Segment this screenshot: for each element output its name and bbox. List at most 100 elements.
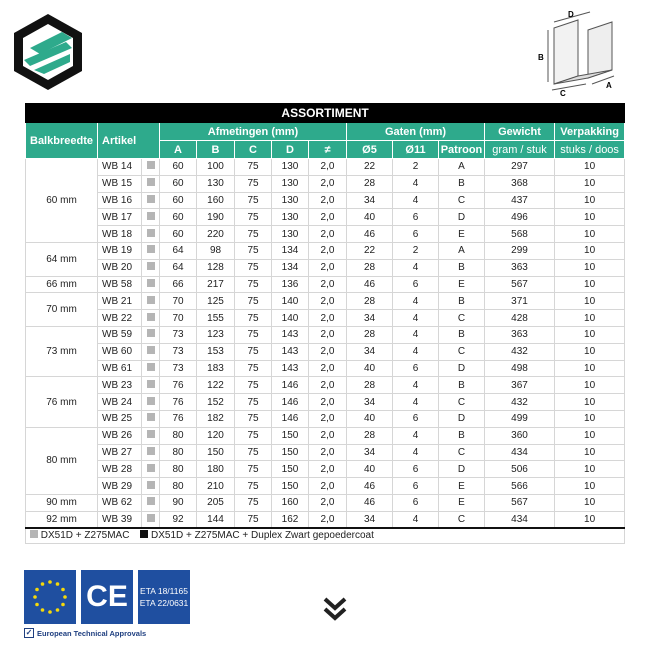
- value-cell: 4: [392, 393, 439, 411]
- value-cell: 220: [196, 225, 235, 243]
- value-cell: 4: [392, 191, 439, 210]
- value-cell: 2,0: [308, 342, 347, 361]
- eu-flag-icon: [24, 570, 76, 624]
- value-cell: B: [438, 426, 485, 445]
- company-logo: [14, 14, 82, 90]
- eta-box: ETA 18/1165 ETA 22/0631: [138, 570, 190, 624]
- finish-swatch: [141, 359, 160, 378]
- value-cell: A: [438, 241, 485, 260]
- eu-star: [48, 610, 52, 614]
- value-cell: 40: [346, 409, 393, 428]
- value-cell: 144: [196, 510, 235, 529]
- table-row: WB 18 60 220 75 130 2,0 46 6 E 568 10: [26, 225, 626, 243]
- value-cell: 150: [271, 426, 309, 445]
- value-cell: 2,0: [308, 241, 347, 260]
- value-cell: 4: [392, 258, 439, 277]
- value-cell: 75: [234, 510, 272, 529]
- value-cell: 70: [159, 309, 197, 327]
- finish-swatch: [141, 393, 160, 411]
- value-cell: 80: [159, 460, 197, 479]
- balkbreedte-cell: 64 mm: [25, 241, 98, 277]
- value-cell: 134: [271, 241, 309, 260]
- artikel-cell: WB 25: [97, 409, 142, 428]
- value-cell: 6: [392, 359, 439, 378]
- header-balkbreedte: Balkbreedte: [25, 122, 98, 159]
- artikel-cell: WB 60: [97, 342, 142, 361]
- value-cell: 10: [553, 174, 626, 193]
- value-cell: 75: [234, 174, 272, 193]
- header-col-thickness: ≠: [308, 140, 347, 159]
- value-cell: 75: [234, 208, 272, 227]
- value-cell: 34: [346, 191, 393, 210]
- balkbreedte-cell: 66 mm: [25, 275, 98, 294]
- value-cell: 10: [553, 342, 626, 361]
- value-cell: 10: [553, 275, 626, 294]
- value-cell: 130: [271, 191, 309, 210]
- value-cell: 183: [196, 359, 235, 378]
- value-cell: E: [438, 275, 485, 294]
- value-cell: 75: [234, 443, 272, 462]
- value-cell: 98: [196, 241, 235, 260]
- value-cell: 10: [553, 409, 626, 428]
- eu-star: [40, 608, 45, 612]
- value-cell: 10: [553, 426, 626, 445]
- value-cell: 34: [346, 342, 393, 361]
- finish-swatch: [141, 325, 160, 344]
- value-cell: 2,0: [308, 477, 347, 495]
- value-cell: 143: [271, 359, 309, 378]
- value-cell: 70: [159, 292, 197, 311]
- value-cell: 75: [234, 292, 272, 311]
- value-cell: 297: [484, 158, 555, 176]
- finish-swatch: [141, 208, 160, 227]
- table-row: 76 mm WB 23 76 122 75 146 2,0 28 4 B 367 10: [25, 376, 626, 428]
- value-cell: 2,0: [308, 258, 347, 277]
- value-cell: 363: [484, 258, 555, 277]
- table-row: WB 15 60 130 75 130 2,0 28 4 B 368 10: [26, 174, 626, 193]
- value-cell: 76: [159, 393, 197, 411]
- value-cell: 180: [196, 460, 235, 479]
- value-cell: 76: [159, 376, 197, 395]
- eta-approvals: ✓ European Technical Approvals: [24, 628, 146, 638]
- finish-swatch: [141, 225, 160, 243]
- value-cell: 143: [271, 325, 309, 344]
- eu-star: [61, 602, 65, 607]
- value-cell: C: [438, 309, 485, 327]
- galvanized-swatch: [30, 530, 38, 539]
- finish-swatch: [141, 426, 160, 445]
- value-cell: 10: [553, 208, 626, 227]
- double-chevron-down-icon[interactable]: [322, 596, 348, 622]
- eta-label-text: European Technical Approvals: [37, 628, 147, 638]
- value-cell: 10: [553, 309, 626, 327]
- value-cell: 4: [392, 443, 439, 462]
- value-cell: E: [438, 225, 485, 243]
- value-cell: 130: [271, 208, 309, 227]
- value-cell: 6: [392, 409, 439, 428]
- value-cell: D: [438, 208, 485, 227]
- eu-star: [55, 582, 60, 586]
- value-cell: 205: [196, 493, 235, 512]
- value-cell: 210: [196, 477, 235, 495]
- value-cell: 2,0: [308, 409, 347, 428]
- value-cell: 123: [196, 325, 235, 344]
- value-cell: 10: [553, 191, 626, 210]
- header-verpakking: Verpakking: [553, 122, 626, 141]
- value-cell: 10: [553, 359, 626, 378]
- table-row: 90 mm WB 62 90 205 75 160 2,0 46 6 E 567 10: [25, 493, 626, 512]
- value-cell: 567: [484, 275, 555, 294]
- material-legend: DX51D + Z275MAC DX51D + Z275MAC + Duplex…: [24, 527, 626, 544]
- value-cell: 28: [346, 426, 393, 445]
- value-cell: 146: [271, 376, 309, 395]
- artikel-cell: WB 58: [97, 275, 142, 294]
- value-cell: 40: [346, 460, 393, 479]
- value-cell: 34: [346, 309, 393, 327]
- assortment-table: ASSORTIMENT Balkbreedte Artikel Afmeting…: [24, 103, 626, 544]
- value-cell: 40: [346, 359, 393, 378]
- value-cell: D: [438, 409, 485, 428]
- header-col-o5: Ø5: [346, 140, 393, 159]
- value-cell: C: [438, 393, 485, 411]
- value-cell: 150: [196, 443, 235, 462]
- finish-swatch: [141, 292, 160, 311]
- value-cell: 80: [159, 477, 197, 495]
- table-row: 70 mm WB 21 70 125 75 140 2,0 28 4 B 371 10: [25, 292, 626, 327]
- value-cell: 2,0: [308, 309, 347, 327]
